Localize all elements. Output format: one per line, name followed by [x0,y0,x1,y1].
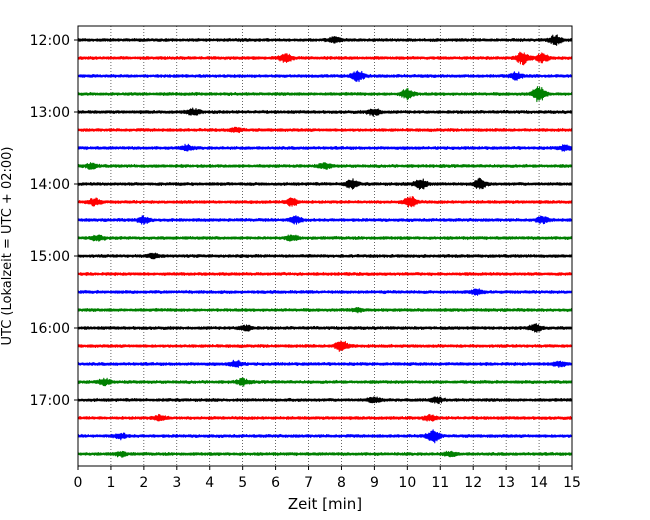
y-tick-label: 17:00 [30,393,70,409]
trace-row [77,162,573,171]
trace-row [77,143,573,152]
trace-row [77,288,573,296]
trace-row [77,396,573,405]
x-tick-label: 10 [398,475,416,491]
x-tick-label: 13 [497,475,515,491]
trace-row [77,252,573,260]
x-tick-label: 9 [370,475,379,491]
trace-row [77,234,573,242]
trace-row [77,215,573,226]
y-tick-label: 16:00 [30,321,70,337]
trace-row [77,177,573,190]
trace-row [77,323,573,333]
x-axis: 0 1 2 3 4 5 6 7 8 9 10 11 12 13 14 15 [74,466,581,491]
trace-row [77,107,573,117]
trace-row [77,450,573,458]
x-tick-label: 7 [304,475,313,491]
x-tick-label: 4 [205,475,214,491]
vertical-grid [110,26,540,466]
trace-row [77,70,573,83]
trace-row [77,340,573,352]
trace-row [77,271,573,277]
x-tick-label: 6 [271,475,280,491]
trace-row [77,413,573,422]
trace-row [77,429,573,444]
trace-row [77,359,573,368]
x-tick-label: 12 [464,475,482,491]
y-tick-label: 15:00 [30,249,70,265]
x-tick-label: 2 [139,475,148,491]
y-tick-label: 12:00 [30,33,70,49]
y-tick-label: 13:00 [30,105,70,121]
trace-row [77,196,573,208]
x-tick-label: 8 [337,475,346,491]
y-tick-label: 14:00 [30,177,70,193]
trace-row [77,377,573,387]
y-axis-label: UTC (Lokalzeit = UTC + 02:00) [0,147,15,346]
x-tick-label: 1 [106,475,115,491]
trace-row [77,307,573,314]
x-tick-label: 11 [431,475,449,491]
y-axis: 12:00 13:00 14:00 15:00 16:00 17:00 [30,33,78,409]
x-axis-label: Zeit [min] [288,495,362,513]
seismogram-traces [77,34,573,458]
x-tick-label: 15 [563,475,581,491]
x-tick-label: 0 [74,475,83,491]
trace-row [77,126,573,134]
x-tick-label: 5 [238,475,247,491]
x-tick-label: 3 [172,475,181,491]
plot-frame [77,25,573,467]
x-tick-label: 14 [530,475,548,491]
trace-row [77,86,573,103]
trace-row [77,34,573,46]
trace-row [77,51,573,66]
